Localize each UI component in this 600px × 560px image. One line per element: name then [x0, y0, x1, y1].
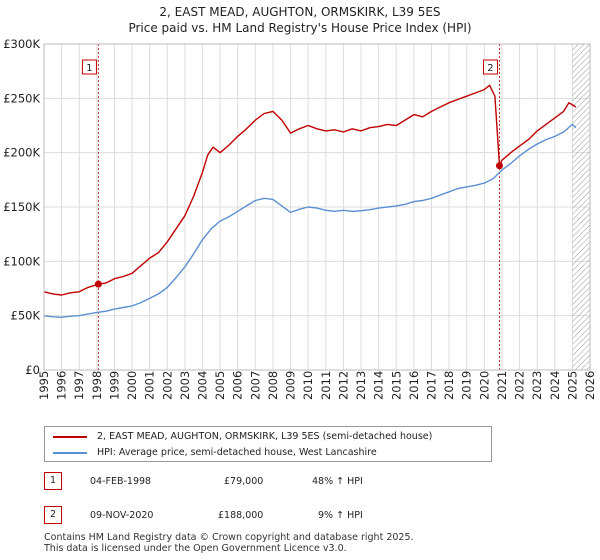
- x-tick-label: 2008: [266, 371, 280, 400]
- y-tick-label: £300K: [3, 37, 40, 51]
- x-tick-label: 1997: [72, 371, 86, 400]
- x-tick-label: 2024: [548, 371, 562, 400]
- sale-marker-box-2: [482, 59, 498, 75]
- legend-swatch-hpi: [53, 452, 87, 454]
- x-tick-label: 2010: [301, 371, 315, 400]
- legend-label-hpi: HPI: Average price, semi-detached house,…: [97, 447, 377, 458]
- x-tick-label: 2016: [407, 371, 421, 400]
- sale-point-1: [94, 280, 102, 288]
- footer-licence: This data is licensed under the Open Gov…: [44, 543, 347, 554]
- x-tick-label: 1998: [90, 371, 104, 400]
- x-tick-label: 2003: [178, 371, 192, 400]
- hpi-line: [43, 123, 577, 318]
- x-tick-label: 2021: [495, 371, 509, 400]
- legend-label-property: 2, EAST MEAD, AUGHTON, ORMSKIRK, L39 5ES…: [97, 431, 433, 442]
- x-tick-label: 2026: [583, 371, 597, 400]
- y-tick-label: £100K: [3, 254, 40, 268]
- y-tick-label: £250K: [3, 91, 40, 105]
- sale-marker-box-1: [81, 59, 97, 75]
- x-tick-label: 2005: [213, 371, 227, 400]
- x-tick-label: 2017: [424, 371, 438, 400]
- x-tick-label: 2001: [143, 371, 157, 400]
- x-tick-label: 2004: [196, 371, 210, 400]
- x-tick-label: 2015: [389, 371, 403, 400]
- price-chart: 1 2 £0 £50K £100K £150K £200K £250K £300K 1995 199…: [3, 37, 597, 400]
- footer-copyright: Contains HM Land Registry data © Crown c…: [44, 532, 414, 543]
- x-tick-label: 2012: [336, 371, 350, 400]
- y-tick-label: £50K: [11, 309, 41, 323]
- x-tick-label: 2011: [319, 371, 333, 400]
- x-tick-label: 1999: [107, 371, 121, 400]
- legend-swatch-property: [53, 436, 87, 438]
- x-tick-label: 2000: [125, 371, 139, 400]
- x-tick-label: 1995: [37, 371, 51, 400]
- y-tick-label: £200K: [3, 146, 40, 160]
- x-tick-label: 2025: [565, 371, 579, 400]
- x-tick-label: 2022: [513, 371, 527, 400]
- legend: 2, EAST MEAD, AUGHTON, ORMSKIRK, L39 5ES…: [44, 426, 492, 462]
- x-tick-label: 2023: [530, 371, 544, 400]
- sale-marker-label-2: 2: [487, 63, 493, 74]
- sale-date-2: 09-NOV-2020: [90, 510, 154, 521]
- forecast-hatch: [572, 44, 590, 370]
- sale-price-2: £188,000: [218, 510, 264, 521]
- x-tick-label: 2013: [354, 371, 368, 400]
- chart-title: 2, EAST MEAD, AUGHTON, ORMSKIRK, L39 5ES: [159, 5, 441, 19]
- sale-price-1: £79,000: [224, 476, 264, 487]
- sale-marker-label-1: 1: [86, 63, 92, 74]
- plot-frame: [43, 43, 591, 371]
- x-tick-label: 2007: [248, 371, 262, 400]
- y-tick-label: £150K: [3, 200, 40, 214]
- sale-date-1: 04-FEB-1998: [90, 476, 152, 487]
- x-tick-label: 2014: [372, 371, 386, 400]
- x-tick-label: 1996: [55, 371, 69, 400]
- sale-badge-1: 1: [44, 472, 62, 490]
- x-tick-label: 2020: [477, 371, 491, 400]
- x-tick-label: 2019: [460, 371, 474, 400]
- sale-hpi-1: 48% ↑ HPI: [312, 476, 363, 487]
- x-tick-label: 2009: [284, 371, 298, 400]
- y-tick-label: £0: [25, 363, 40, 377]
- sale-badge-2: 2: [44, 506, 62, 524]
- x-tick-label: 2006: [231, 371, 245, 400]
- sale-hpi-2: 9% ↑ HPI: [318, 510, 363, 521]
- chart-subtitle: Price paid vs. HM Land Registry's House …: [128, 21, 472, 35]
- x-tick-label: 2018: [442, 371, 456, 400]
- x-tick-label: 2002: [160, 371, 174, 400]
- sale-point-2: [495, 162, 503, 170]
